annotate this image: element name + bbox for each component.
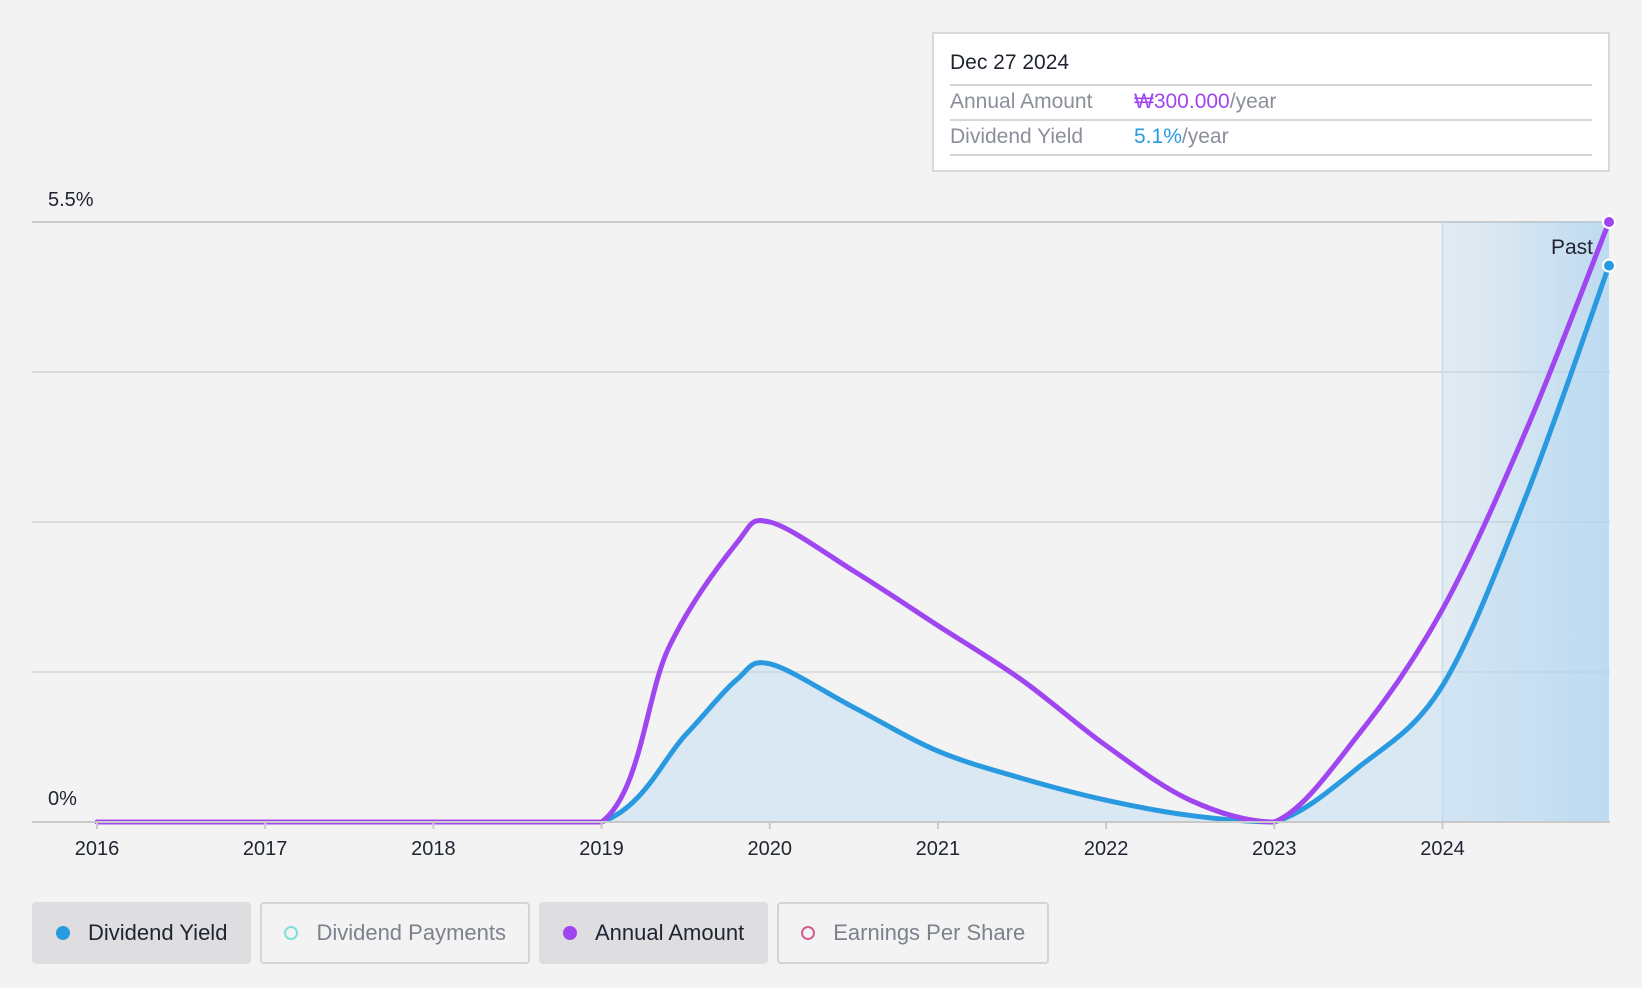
annual-amount-dot-icon (562, 926, 577, 940)
tooltip-value: 5.1% (1134, 125, 1182, 148)
x-tick-label: 2017 (243, 838, 288, 860)
x-tick-label: 2024 (1420, 838, 1465, 860)
legend-item-annual-amount[interactable]: Annual Amount (538, 902, 769, 964)
dividend-yield-dot-icon (56, 926, 70, 940)
tooltip-value: ₩300.000 (1134, 90, 1230, 113)
tooltip-label: Dividend Yield (950, 125, 1084, 148)
x-tick-label: 2023 (1252, 838, 1297, 860)
x-tick-label: 2016 (75, 838, 120, 860)
tooltip-date: Dec 27 2024 (950, 48, 1592, 86)
tooltip-unit: /year (1229, 90, 1277, 113)
y-tick-label: 5.5% (48, 189, 94, 211)
tooltip-unit: /year (1181, 125, 1229, 148)
y-tick-label: 0% (48, 788, 77, 810)
hover-tooltip: Dec 27 2024 Annual Amount ₩300.000 /year… (932, 32, 1610, 172)
x-axis: 2016 2017 2018 2019 2020 2021 2022 2023 2024 (32, 821, 1610, 860)
past-region-band (1442, 222, 1609, 822)
series-fills (97, 265, 1609, 822)
legend-item-dividend-yield[interactable]: Dividend Yield (32, 902, 252, 964)
earnings-per-share-ring-icon (801, 926, 816, 940)
chart-legend: Dividend Yield Dividend Payments Annual … (32, 902, 1050, 964)
x-tick-label: 2022 (1084, 838, 1129, 860)
past-label: Past (1551, 236, 1593, 259)
x-tick-label: 2020 (747, 838, 792, 860)
dividend-payments-ring-icon (284, 926, 299, 940)
legend-label: Dividend Yield (88, 920, 228, 945)
tooltip-row-annual-amount: Annual Amount ₩300.000 /year (950, 86, 1592, 121)
past-region (1441, 222, 1609, 822)
tooltip-row-dividend-yield: Dividend Yield 5.1% /year (950, 121, 1592, 156)
series-end-markers (1602, 215, 1616, 273)
chart-grid (32, 221, 1610, 673)
annual-amount-end-point (1602, 215, 1616, 229)
dividend-yield-end-point (1602, 258, 1616, 273)
legend-label: Annual Amount (594, 920, 745, 945)
legend-item-earnings-per-share[interactable]: Earnings Per Share (777, 902, 1050, 964)
legend-label: Dividend Payments (316, 920, 506, 945)
dividend-yield-area (97, 265, 1609, 822)
tooltip-label: Annual Amount (950, 90, 1093, 113)
x-tick-label: 2018 (411, 838, 456, 860)
x-tick-label: 2019 (579, 838, 624, 860)
x-tick-label: 2021 (916, 838, 961, 860)
legend-item-dividend-payments[interactable]: Dividend Payments (260, 902, 530, 964)
y-axis: 5.5% 0% (48, 189, 94, 810)
legend-label: Earnings Per Share (833, 920, 1026, 945)
